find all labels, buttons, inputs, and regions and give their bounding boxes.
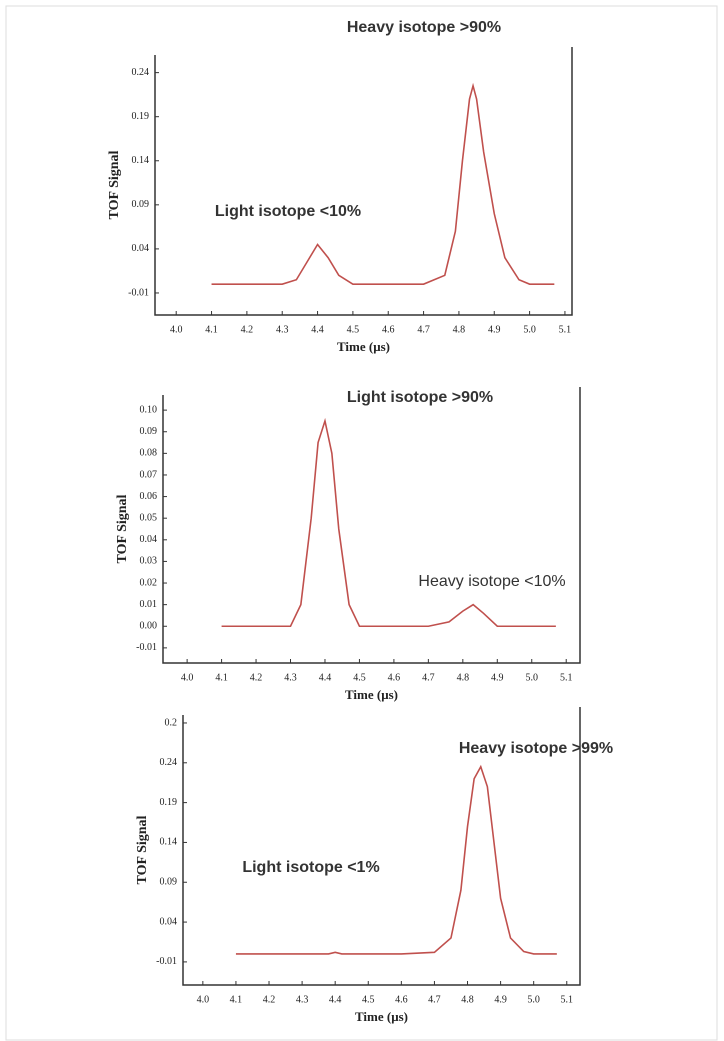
y-tick-label: 0.04 <box>132 243 150 254</box>
x-tick-label: 4.4 <box>311 324 324 335</box>
y-tick-label: -0.01 <box>128 287 149 298</box>
y-tick-label: 0.24 <box>160 757 178 768</box>
x-tick-label: 4.0 <box>170 324 183 335</box>
y-tick-label: 0.14 <box>160 837 178 848</box>
y-tick-label: 0.01 <box>140 599 158 610</box>
y-tick-label: 0.00 <box>140 621 158 632</box>
x-tick-label: 4.7 <box>417 324 430 335</box>
y-tick-label: 0.09 <box>132 199 150 210</box>
axes <box>154 47 573 316</box>
data-line <box>211 82 555 285</box>
y-tick-label: 0.09 <box>160 877 178 888</box>
x-tick-label: 4.3 <box>284 672 297 683</box>
annotation: Heavy isotope >90% <box>347 19 501 36</box>
x-tick-label: 4.7 <box>422 672 435 683</box>
y-tick-label: 0.08 <box>140 448 158 459</box>
annotation: Light isotope >90% <box>347 389 493 406</box>
axes <box>162 387 581 664</box>
x-tick-label: 4.1 <box>230 994 243 1005</box>
x-tick-label: 4.0 <box>181 672 194 683</box>
annotation: Heavy isotope >99% <box>459 740 613 757</box>
y-axis-label: TOF Signal <box>135 815 150 884</box>
y-tick-label: 0.05 <box>140 512 158 523</box>
frame <box>5 5 718 1041</box>
x-tick-label: 4.8 <box>457 672 470 683</box>
y-tick-label: 0.03 <box>140 556 158 567</box>
axes <box>182 707 581 986</box>
x-tick-label: 4.8 <box>461 994 474 1005</box>
y-tick-label: -0.01 <box>136 642 157 653</box>
y-tick-label: 0.04 <box>160 916 178 927</box>
x-tick-label: 4.3 <box>296 994 309 1005</box>
x-tick-label: 4.6 <box>382 324 395 335</box>
x-tick-label: 4.4 <box>329 994 342 1005</box>
y-axis-label: TOF Signal <box>115 494 130 563</box>
x-tick-label: 4.4 <box>319 672 332 683</box>
x-tick-label: 4.5 <box>353 672 366 683</box>
annotation: Heavy isotope <10% <box>418 573 565 590</box>
x-tick-label: 4.2 <box>263 994 276 1005</box>
x-tick-label: 4.3 <box>276 324 289 335</box>
x-tick-label: 4.5 <box>347 324 360 335</box>
x-axis-label: Time (μs) <box>355 1009 408 1024</box>
x-tick-label: 4.6 <box>388 672 401 683</box>
y-tick-label: 0.09 <box>140 426 158 437</box>
x-tick-label: 4.1 <box>205 324 218 335</box>
annotation: Light isotope <1% <box>242 859 379 876</box>
x-tick-label: 4.2 <box>250 672 263 683</box>
y-tick-label: 0.06 <box>140 491 158 502</box>
data-line <box>221 417 556 628</box>
y-tick-label: 0.2 <box>165 717 178 728</box>
x-tick-label: 4.2 <box>241 324 254 335</box>
y-tick-label: 0.07 <box>140 469 158 480</box>
x-axis-label: Time (μs) <box>345 687 398 702</box>
x-tick-label: 4.9 <box>494 994 507 1005</box>
x-tick-label: 4.0 <box>197 994 210 1005</box>
y-tick-label: 0.04 <box>140 534 158 545</box>
y-tick-label: 0.19 <box>132 111 150 122</box>
x-tick-label: 5.1 <box>560 672 573 683</box>
x-tick-label: 5.0 <box>523 324 536 335</box>
x-tick-label: 4.5 <box>362 994 375 1005</box>
x-axis-label: Time (μs) <box>337 339 390 354</box>
x-tick-label: 4.1 <box>215 672 228 683</box>
x-tick-label: 4.9 <box>488 324 501 335</box>
x-tick-label: 5.0 <box>526 672 539 683</box>
x-tick-label: 5.1 <box>561 994 574 1005</box>
y-tick-label: 0.02 <box>140 577 158 588</box>
y-axis-label: TOF Signal <box>107 150 122 219</box>
x-tick-label: 4.8 <box>453 324 466 335</box>
x-tick-label: 5.0 <box>527 994 540 1005</box>
y-tick-label: 0.19 <box>160 797 178 808</box>
y-tick-label: 0.24 <box>132 67 150 78</box>
x-tick-label: 4.7 <box>428 994 441 1005</box>
x-tick-label: 4.6 <box>395 994 408 1005</box>
x-tick-label: 5.1 <box>559 324 572 335</box>
annotation: Light isotope <10% <box>215 203 361 220</box>
y-tick-label: -0.01 <box>156 956 177 967</box>
data-line <box>235 764 557 955</box>
y-tick-label: 0.10 <box>140 404 158 415</box>
x-tick-label: 4.9 <box>491 672 504 683</box>
y-tick-label: 0.14 <box>132 155 150 166</box>
